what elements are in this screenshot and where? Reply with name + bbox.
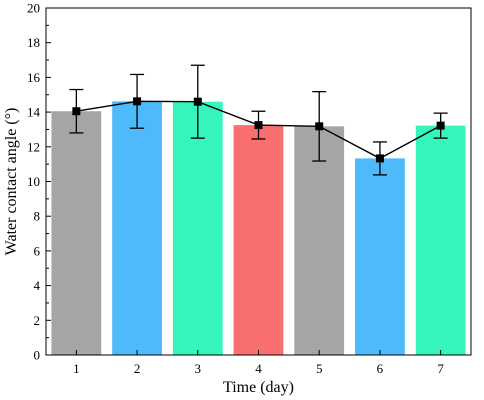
y-tick-label: 2 [34, 313, 41, 328]
y-tick-label: 16 [27, 70, 41, 85]
marker-day-4 [254, 121, 263, 130]
x-tick-label: 1 [73, 361, 80, 376]
y-tick-label: 6 [34, 243, 41, 258]
x-tick-label: 3 [195, 361, 202, 376]
bar-day-7 [415, 125, 466, 355]
y-tick-label: 14 [27, 105, 41, 120]
x-tick-label: 7 [437, 361, 444, 376]
y-tick-label: 20 [27, 1, 40, 16]
marker-day-2 [133, 97, 142, 106]
bar-day-1 [51, 111, 102, 355]
x-tick-label: 5 [316, 361, 323, 376]
y-axis: 0 2 4 6 8 10 12 14 16 18 20 [27, 1, 51, 363]
y-tick-label: 0 [34, 348, 41, 363]
x-axis-label: Time (day) [223, 379, 294, 396]
bar-day-4 [233, 125, 284, 355]
marker-day-6 [375, 154, 384, 163]
bar-day-5 [294, 126, 345, 355]
x-axis: 1 2 3 4 5 6 7 [73, 350, 444, 376]
x-tick-label: 4 [255, 361, 262, 376]
y-tick-label: 18 [27, 35, 40, 50]
x-tick-label: 2 [134, 361, 141, 376]
y-tick-label: 8 [34, 209, 41, 224]
marker-day-7 [436, 121, 445, 130]
y-tick-label: 10 [27, 174, 40, 189]
marker-day-3 [193, 97, 202, 106]
marker-group [72, 97, 445, 163]
bar-day-3 [172, 101, 223, 355]
x-tick-label: 6 [377, 361, 384, 376]
bar-day-6 [355, 158, 405, 355]
marker-day-1 [72, 107, 81, 116]
y-tick-label: 4 [34, 278, 41, 293]
y-tick-label: 12 [27, 139, 40, 154]
bar-group [51, 101, 466, 355]
y-axis-label: Water contact angle (°) [3, 108, 20, 256]
bar-day-2 [112, 101, 162, 355]
marker-day-5 [315, 122, 324, 131]
